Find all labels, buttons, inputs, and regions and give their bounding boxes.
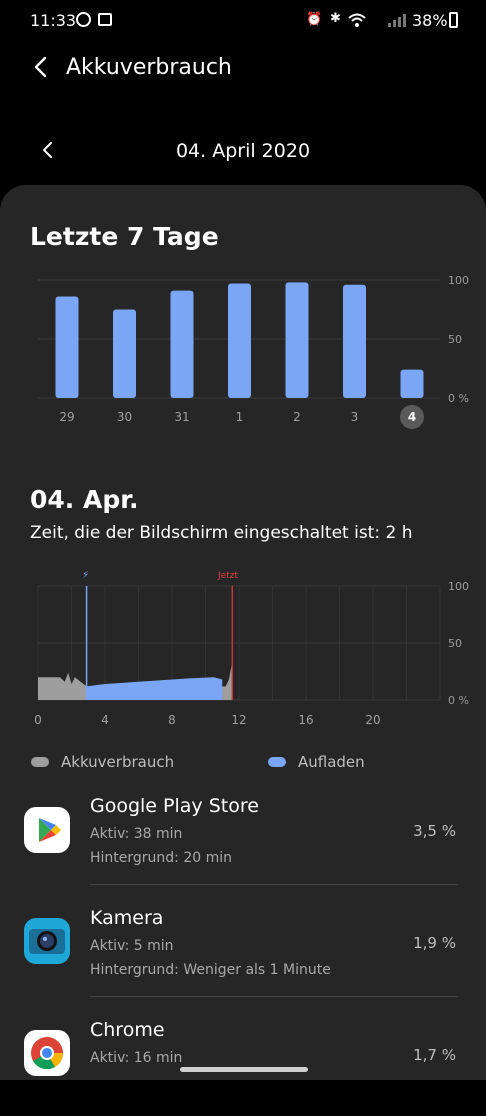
date-label: 04. April 2020 — [175, 140, 311, 162]
battery-icon — [449, 12, 458, 28]
app-name: Kamera — [90, 907, 164, 929]
day-x-tick: 20 — [365, 713, 381, 727]
day-x-tick: 0 — [34, 713, 42, 727]
screen-time-text: Zeit, die der Bildschirm eingeschaltet i… — [30, 523, 413, 543]
charging-bolt-icon: ⚡ — [82, 570, 90, 581]
day-x-tick: 8 — [168, 713, 176, 727]
day-x-tick: 12 — [231, 713, 247, 727]
week-y-tick-0: 0 % — [448, 392, 469, 405]
app-background-time: Hintergrund: Weniger als 1 Minute — [90, 962, 331, 978]
app-usage-percent: 3,5 % — [413, 822, 456, 840]
app-background-time: Hintergrund: 20 min — [90, 850, 233, 866]
week-bar — [343, 284, 366, 398]
now-marker-label: Jetzt — [218, 571, 238, 581]
alarm-icon: ⏰ — [306, 12, 323, 27]
divider — [90, 884, 458, 885]
day-y-tick-0: 0 % — [448, 694, 469, 707]
week-x-tick[interactable]: 3 — [350, 410, 359, 424]
week-y-tick-100: 100 — [448, 274, 469, 287]
week-x-tick[interactable]: 2 — [293, 410, 301, 424]
battery-percent: 38% — [412, 11, 448, 30]
legend-usage-swatch — [31, 757, 49, 767]
week-x-tick[interactable]: 30 — [116, 410, 133, 424]
divider — [90, 996, 458, 997]
week-bar — [400, 369, 424, 398]
image-icon — [98, 13, 112, 26]
day-title: 04. Apr. — [30, 485, 139, 514]
app-row-chrome[interactable]: Chrome Aktiv: 16 min 1,7 % — [0, 1004, 486, 1116]
day-x-tick: 16 — [298, 713, 314, 727]
week-title: Letzte 7 Tage — [30, 222, 219, 251]
legend-charging-swatch — [268, 757, 286, 767]
app-active-time: Aktiv: 5 min — [90, 938, 174, 954]
app-active-time: Aktiv: 38 min — [90, 826, 183, 842]
week-x-tick[interactable]: 31 — [174, 410, 190, 424]
week-y-tick-50: 50 — [448, 333, 462, 346]
camera-icon — [24, 918, 70, 964]
day-x-tick: 4 — [101, 713, 109, 727]
app-active-time: Aktiv: 16 min — [90, 1050, 183, 1066]
day-y-tick-50: 50 — [448, 637, 462, 650]
bluetooth-icon: ✱ — [330, 11, 341, 26]
page-title: Akkuverbrauch — [66, 55, 232, 80]
previous-day-icon[interactable] — [38, 140, 58, 160]
home-indicator[interactable] — [180, 1067, 308, 1072]
play-store-icon — [24, 807, 70, 853]
status-time: 11:33 — [30, 11, 77, 30]
whatsapp-icon — [76, 12, 91, 27]
legend-usage-label: Akkuverbrauch — [61, 753, 175, 771]
week-x-tick[interactable]: 1 — [235, 410, 244, 424]
back-arrow-icon[interactable] — [30, 55, 54, 79]
week-bar — [285, 282, 309, 398]
charging-area — [86, 677, 223, 700]
app-usage-percent: 1,9 % — [413, 934, 456, 952]
wifi-icon — [348, 13, 366, 27]
week-x-tick[interactable]: 29 — [59, 410, 75, 424]
week-bar-chart — [38, 279, 440, 399]
app-row-play-store[interactable]: Google Play Store Aktiv: 38 min Hintergr… — [0, 780, 486, 892]
week-x-tick[interactable]: 4 — [400, 405, 424, 429]
app-usage-percent: 1,7 % — [413, 1046, 456, 1064]
legend-charging-label: Aufladen — [298, 753, 365, 771]
signal-icon — [388, 14, 406, 27]
status-bar: 11:33 ⏰ ✱ 38% — [0, 0, 486, 42]
app-name: Google Play Store — [90, 795, 259, 817]
chrome-icon — [24, 1030, 70, 1076]
week-bar — [228, 283, 251, 398]
app-name: Chrome — [90, 1019, 165, 1041]
week-bar — [113, 309, 136, 398]
day-usage-chart — [37, 585, 441, 701]
app-row-kamera[interactable]: Kamera Aktiv: 5 min Hintergrund: Weniger… — [0, 892, 486, 1004]
week-bar — [55, 296, 79, 398]
week-bar — [170, 290, 194, 398]
day-y-tick-100: 100 — [448, 580, 469, 593]
